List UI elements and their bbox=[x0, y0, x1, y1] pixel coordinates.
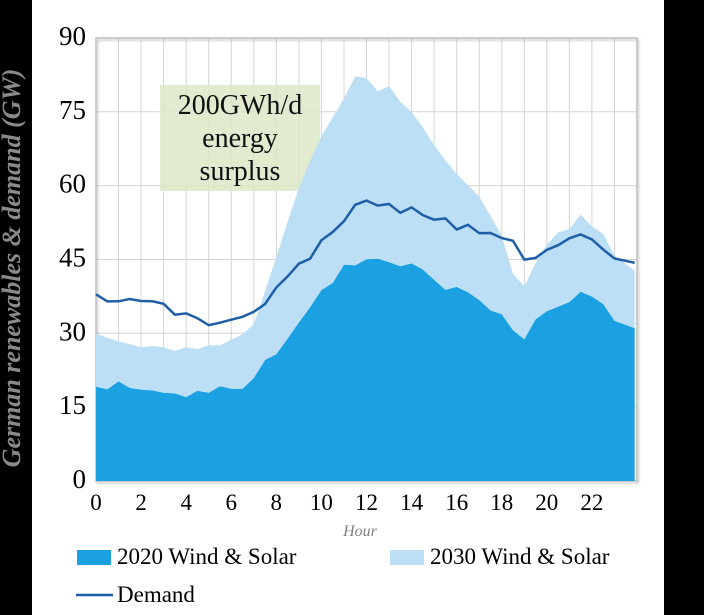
svg-text:90: 90 bbox=[59, 21, 86, 51]
svg-text:14: 14 bbox=[400, 490, 424, 515]
svg-text:6: 6 bbox=[225, 490, 237, 515]
svg-text:16: 16 bbox=[445, 490, 468, 515]
svg-text:energy: energy bbox=[202, 123, 278, 154]
svg-text:15: 15 bbox=[59, 390, 86, 420]
svg-text:75: 75 bbox=[59, 95, 86, 125]
svg-text:4: 4 bbox=[180, 490, 192, 515]
svg-text:12: 12 bbox=[355, 490, 378, 515]
svg-text:200GWh/d: 200GWh/d bbox=[178, 90, 302, 121]
svg-text:0: 0 bbox=[90, 490, 102, 515]
svg-text:30: 30 bbox=[59, 316, 86, 346]
svg-text:60: 60 bbox=[59, 169, 86, 199]
svg-text:Demand: Demand bbox=[117, 582, 195, 607]
svg-text:45: 45 bbox=[59, 243, 86, 273]
svg-text:10: 10 bbox=[310, 490, 333, 515]
svg-text:surplus: surplus bbox=[200, 156, 281, 187]
svg-text:18: 18 bbox=[490, 490, 513, 515]
svg-text:8: 8 bbox=[271, 490, 283, 515]
svg-text:22: 22 bbox=[580, 490, 603, 515]
svg-text:0: 0 bbox=[73, 464, 87, 494]
svg-text:Hour: Hour bbox=[342, 523, 378, 540]
svg-text:2: 2 bbox=[135, 490, 147, 515]
svg-text:2030 Wind & Solar: 2030 Wind & Solar bbox=[430, 544, 610, 569]
svg-text:German renewables & demand (GW: German renewables & demand (GW) bbox=[0, 69, 26, 468]
svg-text:20: 20 bbox=[535, 490, 558, 515]
svg-text:2020 Wind & Solar: 2020 Wind & Solar bbox=[117, 544, 297, 569]
